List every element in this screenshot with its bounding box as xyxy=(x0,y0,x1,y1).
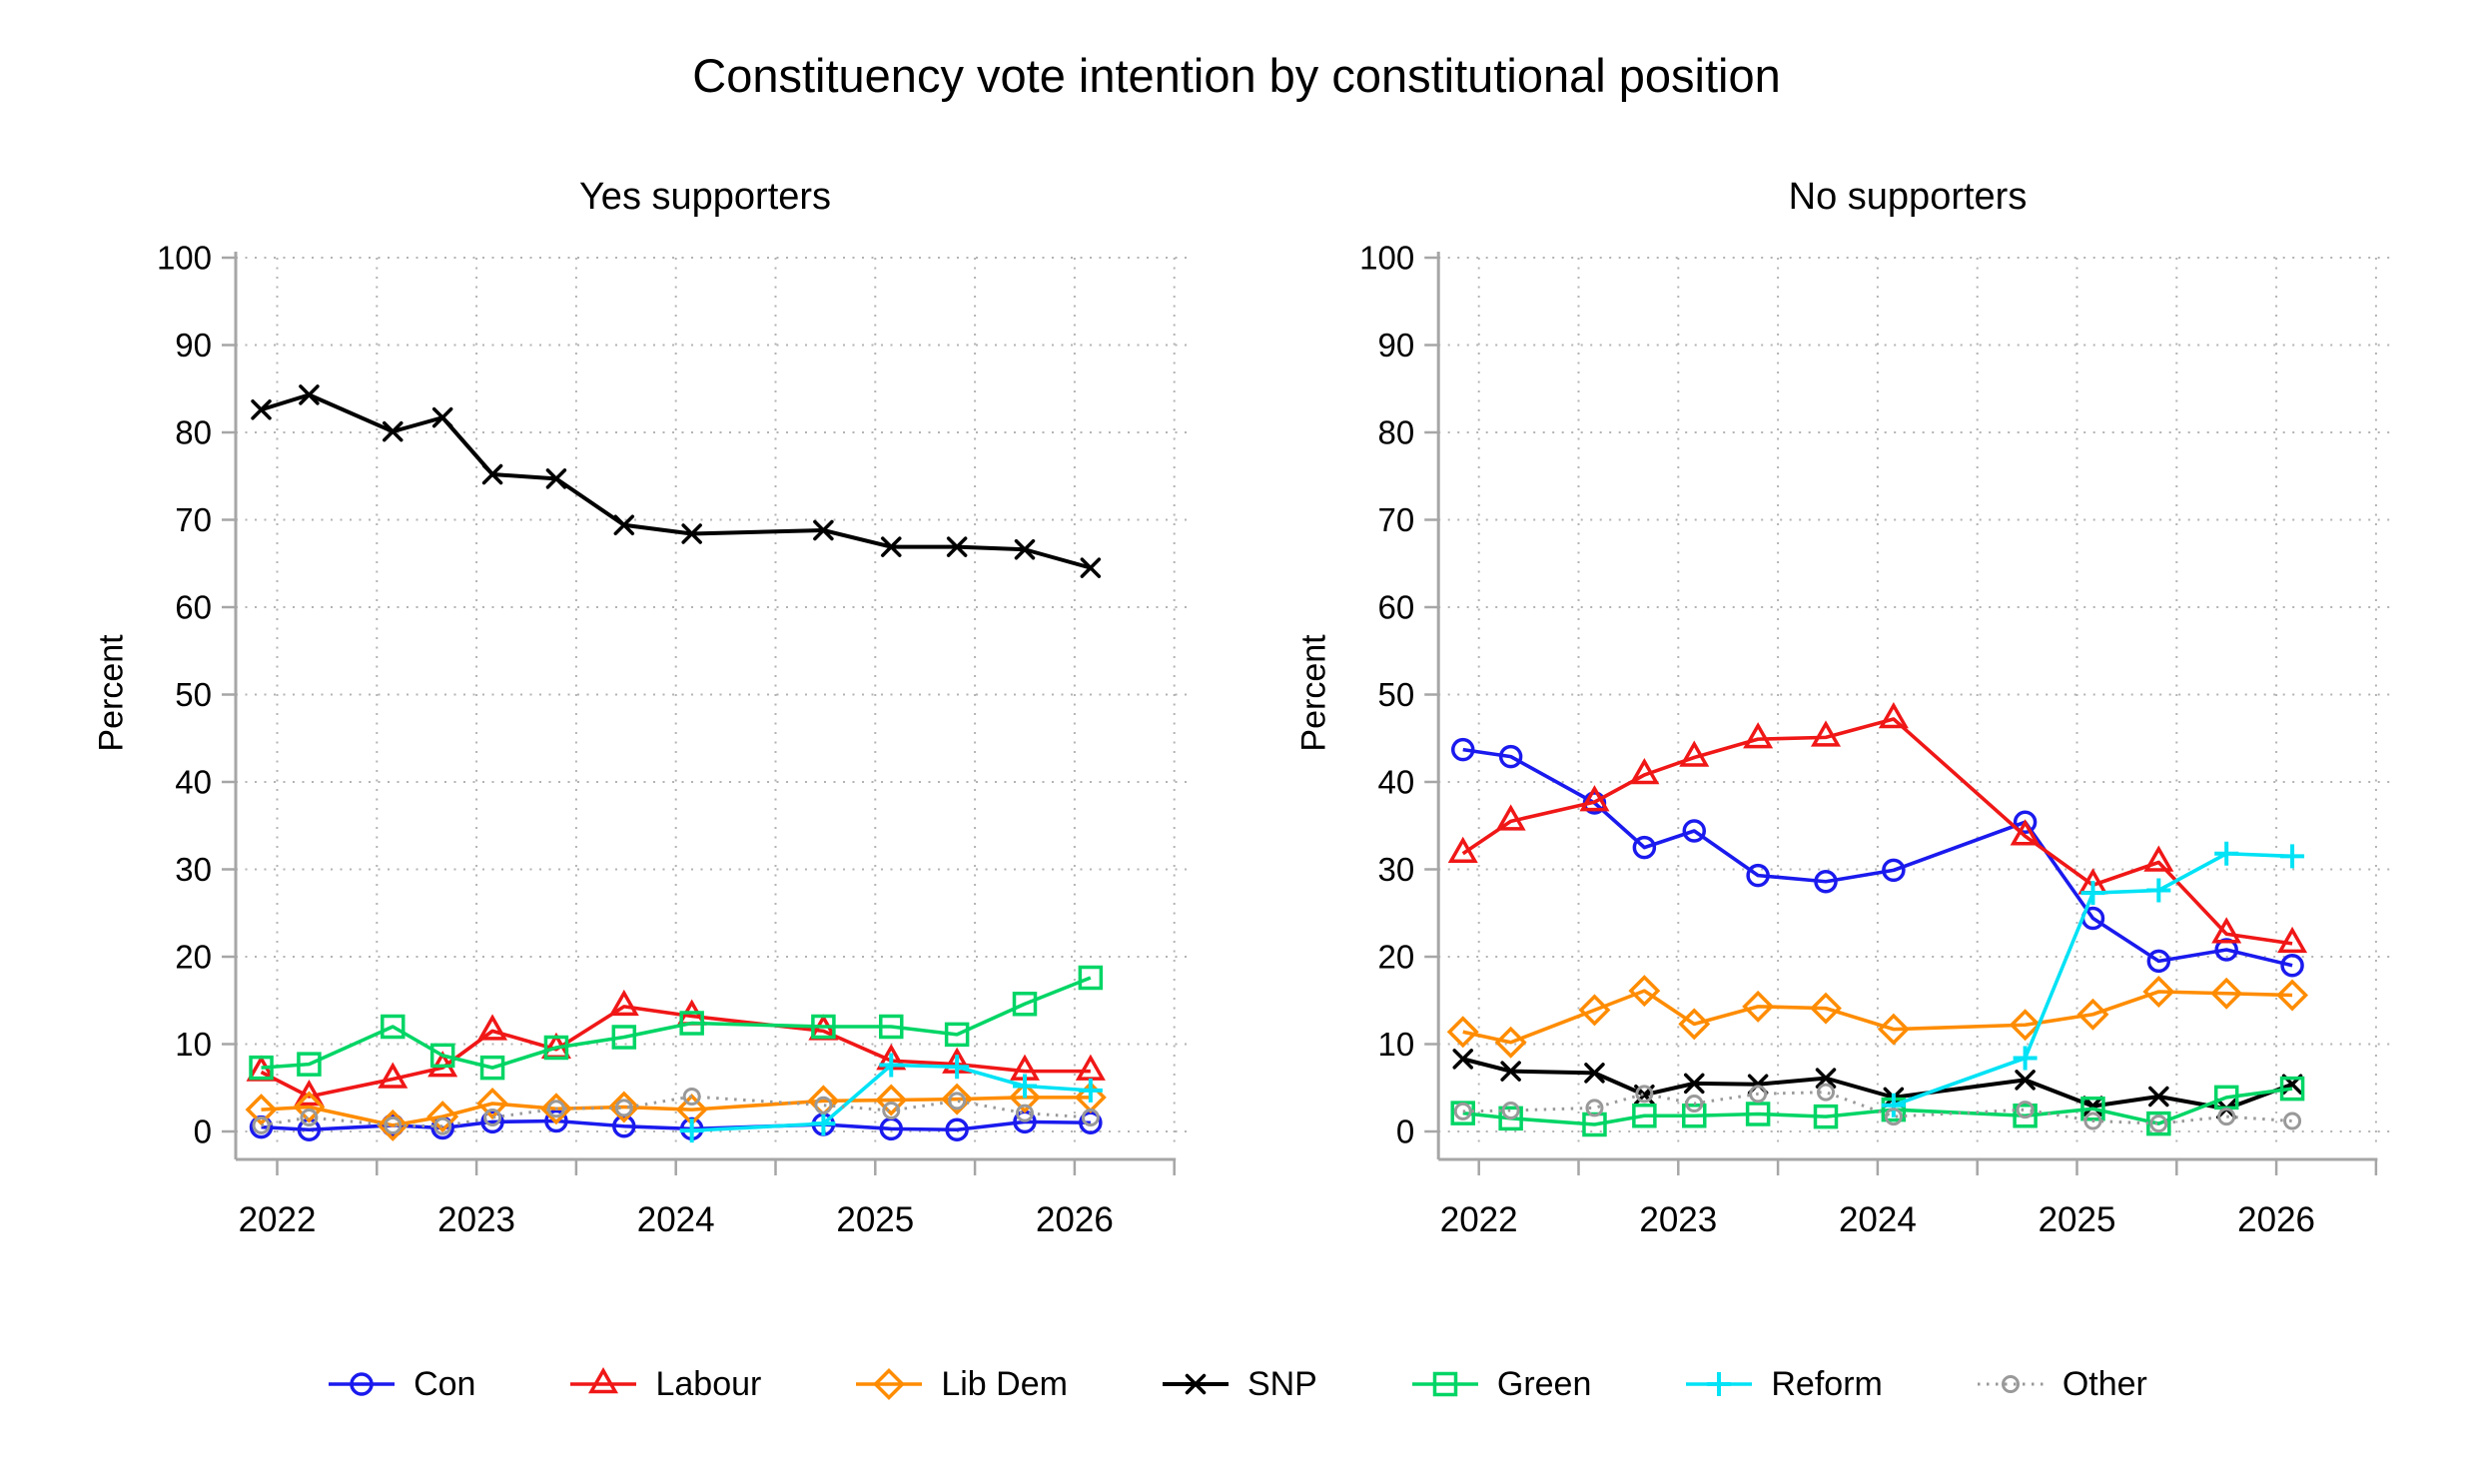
gridlines-yes xyxy=(236,257,1191,1146)
series-lib-dem-no xyxy=(1446,975,2309,1059)
legend-label: Other xyxy=(2061,1364,2147,1403)
legend-item-lib-dem: Lib Dem xyxy=(853,1362,1068,1406)
legend-item-snp: SNP xyxy=(1160,1362,1317,1406)
y-tick-label: 10 xyxy=(1377,1026,1414,1063)
con-marker-icon xyxy=(329,1372,396,1396)
x-tick-label: 2026 xyxy=(2237,1200,2315,1239)
x-tick-label: 2026 xyxy=(1036,1200,1114,1239)
axes-yes: 0 10 20 30 40 50 60 70 80 90 100 2022 2023 2024 2025 20… xyxy=(157,240,1177,1239)
x-tick-label: 2022 xyxy=(239,1200,317,1239)
y-tick-label: 30 xyxy=(1377,851,1414,888)
y-tick-label: 90 xyxy=(175,327,212,364)
series-other-yes xyxy=(252,1088,1100,1135)
green-marker-icon xyxy=(1411,1371,1478,1397)
legend-label: Lib Dem xyxy=(941,1364,1068,1403)
series-con-no xyxy=(1450,737,2304,978)
y-tick-label: 80 xyxy=(1377,414,1414,451)
legend-item-other: Other xyxy=(1975,1362,2147,1406)
reform-marker-icon xyxy=(1686,1372,1753,1396)
y-tick-label: 100 xyxy=(157,240,212,277)
y-tick-label: 80 xyxy=(175,414,212,451)
legend-label: SNP xyxy=(1246,1364,1317,1403)
panel-title-yes-supporters: Yes supporters xyxy=(578,176,832,218)
lib-dem-marker-icon xyxy=(856,1368,923,1400)
panel-yes: 0 10 20 30 40 50 60 70 80 90 100 2022 2023 2024 2025 20… xyxy=(157,240,1191,1239)
y-tick-label: 50 xyxy=(1377,676,1414,713)
y-tick-label: 70 xyxy=(1377,501,1414,538)
y-tick-label: 70 xyxy=(175,501,212,538)
series-labour-yes xyxy=(246,989,1106,1107)
x-tick-label: 2022 xyxy=(1440,1200,1518,1239)
x-tick-label: 2025 xyxy=(2039,1200,2116,1239)
series-reform-yes xyxy=(679,1053,1103,1143)
y-tick-label: 60 xyxy=(1377,589,1414,626)
legend-item-green: Green xyxy=(1409,1362,1592,1406)
y-tick-label: 40 xyxy=(175,764,212,801)
x-tick-label: 2025 xyxy=(836,1200,914,1239)
legend-label: Reform xyxy=(1771,1364,1883,1403)
y-tick-label: 20 xyxy=(175,939,212,976)
y-tick-label: 40 xyxy=(1377,764,1414,801)
legend-label: Con xyxy=(413,1364,476,1403)
x-tick-label: 2023 xyxy=(1639,1200,1717,1239)
legend-label: Labour xyxy=(655,1364,762,1403)
legend-item-con: Con xyxy=(326,1362,475,1406)
y-tick-label: 10 xyxy=(175,1026,212,1063)
series-other-no xyxy=(1453,1083,2302,1133)
legend-label: Green xyxy=(1496,1364,1592,1403)
x-tick-label: 2024 xyxy=(637,1200,715,1239)
snp-marker-icon xyxy=(1162,1373,1229,1395)
x-tick-label: 2023 xyxy=(437,1200,515,1239)
other-marker-icon xyxy=(1977,1375,2044,1393)
y-tick-label: 60 xyxy=(175,589,212,626)
y-tick-label: 50 xyxy=(175,676,212,713)
y-tick-label: 90 xyxy=(1377,327,1414,364)
series-green-yes xyxy=(249,965,1104,1081)
series-green-no xyxy=(1450,1076,2305,1137)
y-tick-label: 0 xyxy=(1396,1113,1414,1150)
y-tick-label: 0 xyxy=(194,1113,212,1150)
panel-title-no-supporters: No supporters xyxy=(1788,176,2028,218)
series-reform-no xyxy=(1881,841,2305,1117)
page-title: Constituency vote intention by constitut… xyxy=(692,49,1781,102)
y-tick-label: 20 xyxy=(1377,939,1414,976)
axes-no: 0 10 20 30 40 50 60 70 80 90 100 2022 2023 2024 2025 20… xyxy=(1359,240,2378,1239)
gridlines-no xyxy=(1438,257,2392,1146)
legend: Con Labour Lib Dem SNP Green Reform Other xyxy=(0,1362,2473,1406)
legend-item-labour: Labour xyxy=(567,1362,761,1406)
labour-marker-icon xyxy=(570,1366,637,1394)
series-snp-yes xyxy=(251,384,1102,578)
x-tick-label: 2024 xyxy=(1839,1200,1917,1239)
y-tick-label: 30 xyxy=(175,851,212,888)
y-tick-label: 100 xyxy=(1359,240,1414,277)
legend-item-reform: Reform xyxy=(1683,1362,1883,1406)
panel-no: 0 10 20 30 40 50 60 70 80 90 100 2022 2023 2024 2025 20… xyxy=(1359,240,2392,1239)
